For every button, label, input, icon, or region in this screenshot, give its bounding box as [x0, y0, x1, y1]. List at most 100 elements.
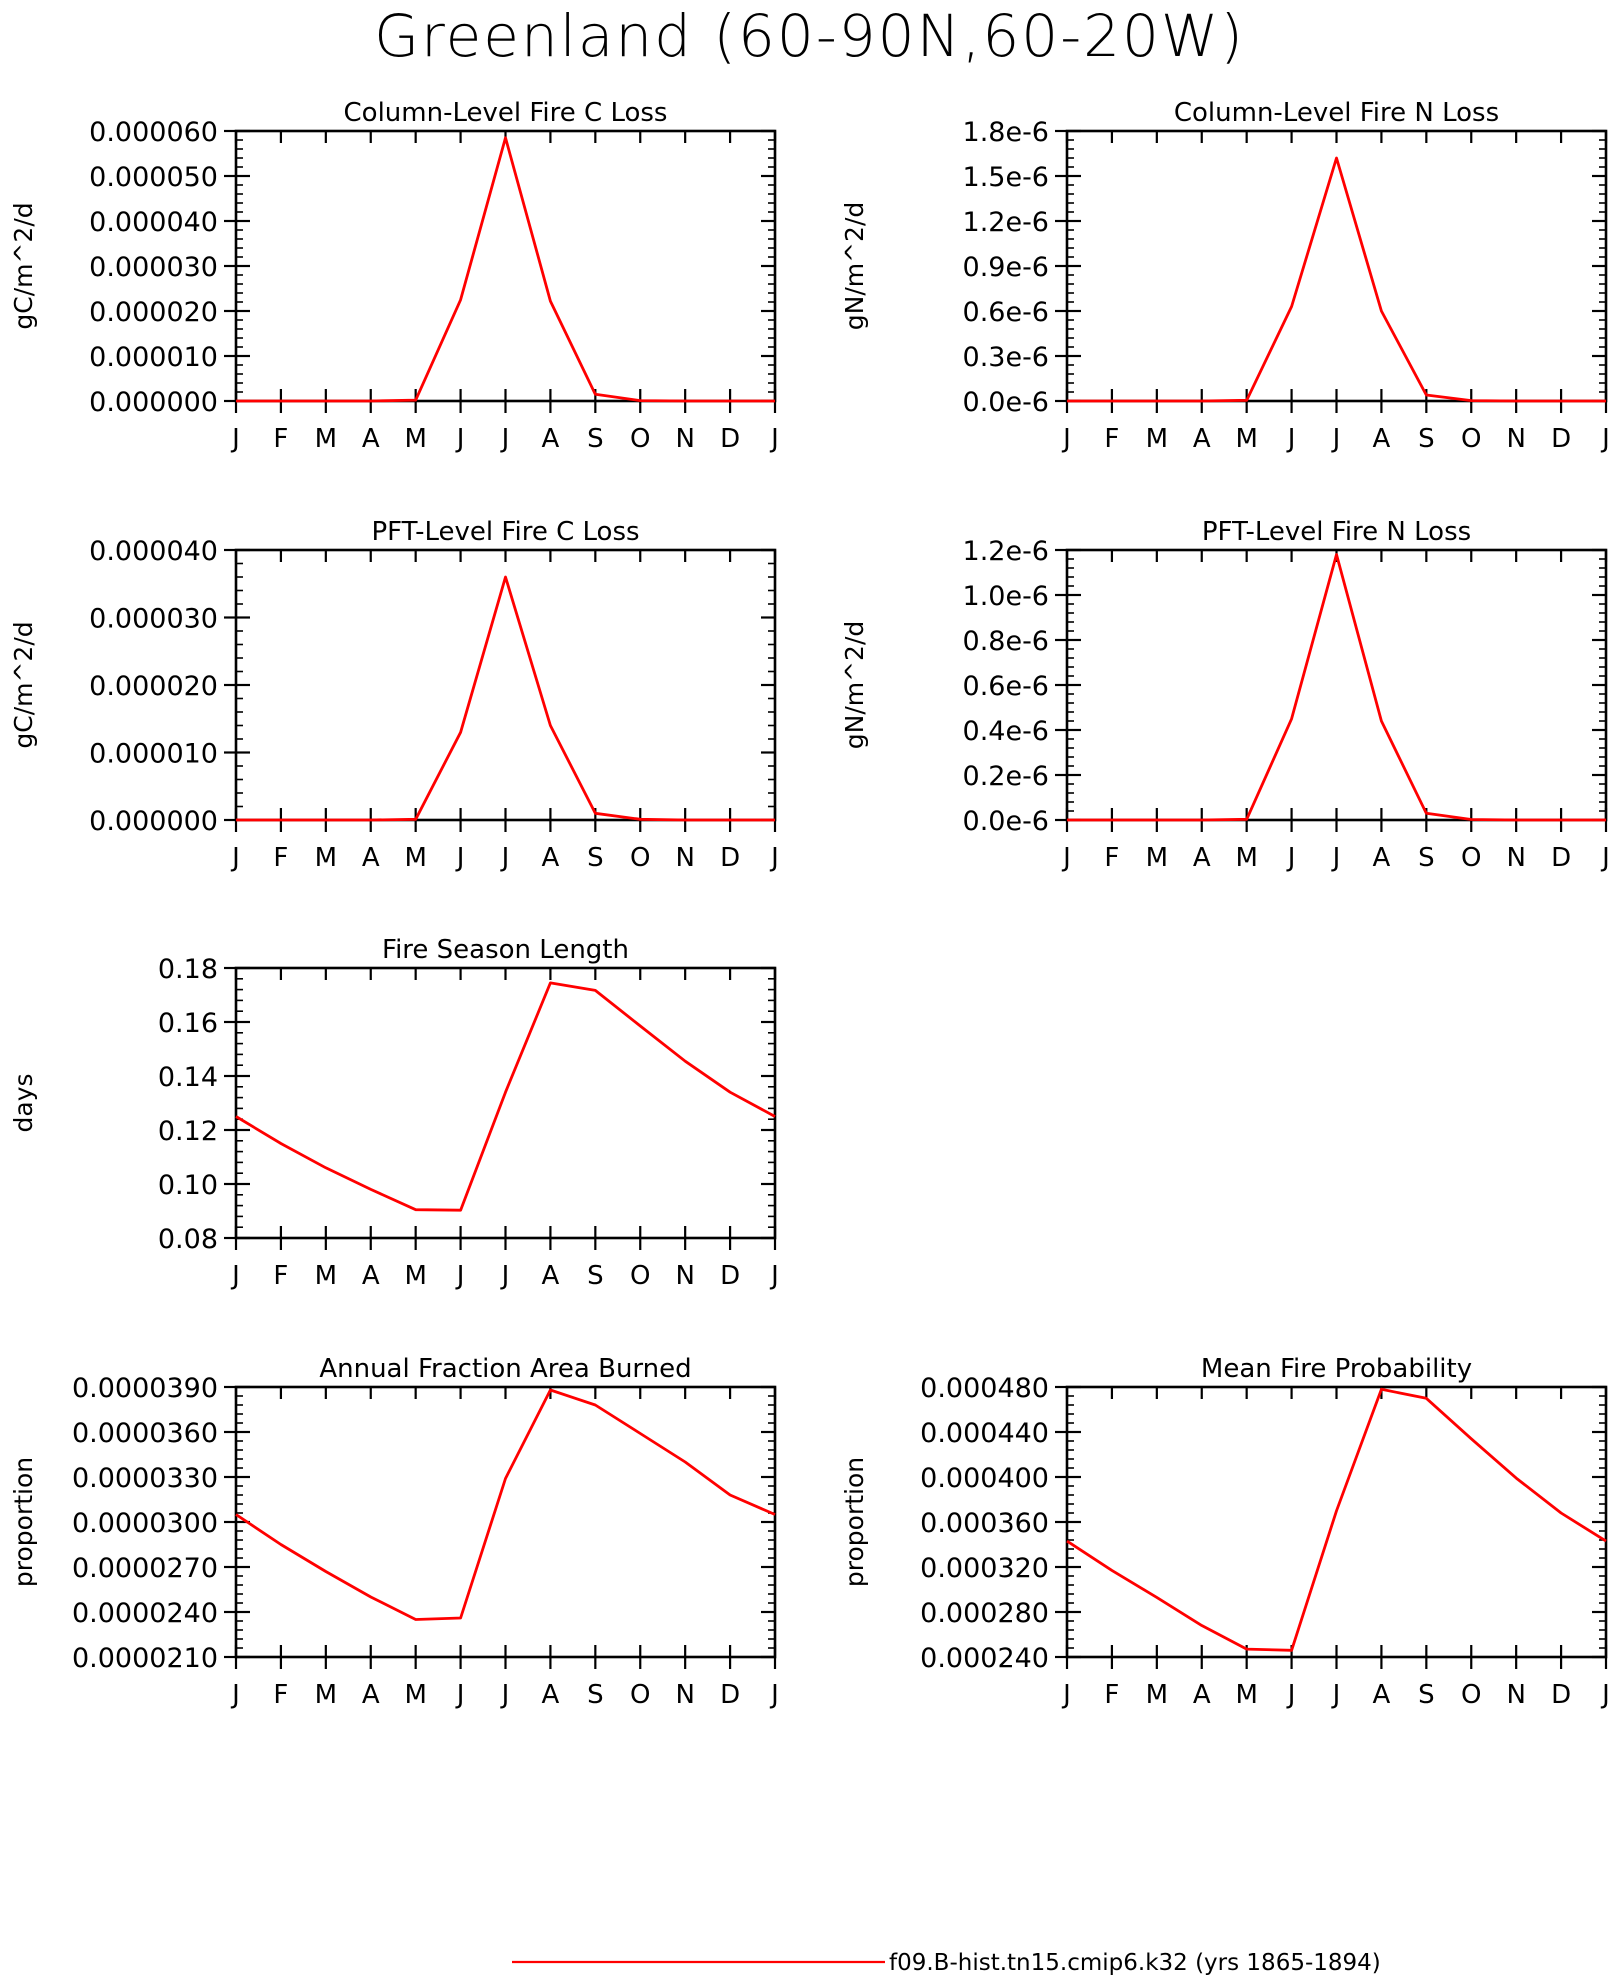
x-tick-label: J	[769, 843, 779, 873]
y-axis-label: gN/m^2/d	[840, 202, 869, 331]
x-tick-label: A	[1373, 1680, 1391, 1710]
y-tick-label: 0.000040	[89, 207, 218, 238]
x-tick-label: M	[315, 843, 337, 873]
x-tick-label: F	[1104, 424, 1119, 454]
y-tick-label: 0.000000	[89, 387, 218, 418]
x-tick-label: J	[455, 1680, 465, 1710]
y-tick-label: 0.0000330	[72, 1463, 218, 1494]
x-tick-label: O	[630, 1680, 650, 1710]
x-tick-label: O	[1461, 1680, 1481, 1710]
x-tick-label: F	[273, 1261, 288, 1291]
x-tick-label: O	[1461, 424, 1481, 454]
plot-frame	[234, 1385, 777, 1659]
x-tick-label: S	[587, 424, 604, 454]
y-tick-label: 0.000060	[89, 117, 218, 148]
x-tick-label: D	[1551, 843, 1571, 873]
x-tick-label: M	[1146, 843, 1168, 873]
y-axis-label: gC/m^2/d	[9, 621, 38, 748]
y-tick-label: 0.12	[158, 1116, 218, 1147]
y-axis-label: days	[9, 1073, 38, 1132]
y-tick-label: 0.0000390	[72, 1373, 218, 1404]
x-tick-label: S	[587, 1680, 604, 1710]
y-axis-label: proportion	[840, 1457, 869, 1587]
y-tick-label: 1.2e-6	[963, 536, 1049, 567]
series-line	[236, 136, 775, 403]
x-tick-label: J	[455, 424, 465, 454]
x-tick-label: D	[1551, 1680, 1571, 1710]
x-tick-label: M	[404, 1680, 426, 1710]
series-line	[236, 575, 775, 822]
y-tick-label: 0.000240	[920, 1643, 1049, 1674]
x-tick-label: J	[1286, 1680, 1296, 1710]
series-line	[1067, 156, 1606, 403]
x-tick-label: N	[1506, 424, 1525, 454]
x-tick-label: M	[404, 424, 426, 454]
x-tick-label: J	[1600, 843, 1610, 873]
x-tick-label: S	[1418, 424, 1435, 454]
x-tick-label: A	[362, 1680, 380, 1710]
x-tick-label: M	[1146, 1680, 1168, 1710]
x-tick-label: J	[769, 1680, 779, 1710]
x-tick-label: A	[362, 843, 380, 873]
y-tick-label: 0.18	[158, 954, 218, 985]
chart-1: Column-Level Fire C Loss gC/m^2/d 0.000000…	[9, 98, 779, 454]
y-tick-label: 0.000020	[89, 297, 218, 328]
plot-frame	[234, 966, 777, 1240]
series-line	[235, 981, 776, 1212]
y-tick-label: 0.2e-6	[963, 761, 1049, 792]
chart-6: Annual Fraction Area Burned proportion 0.0…	[9, 1354, 779, 1710]
x-tick-label: M	[315, 1680, 337, 1710]
x-tick-label: N	[675, 424, 694, 454]
y-tick-label: 0.6e-6	[963, 297, 1049, 328]
x-tick-label: J	[1286, 424, 1296, 454]
x-tick-label: M	[1235, 424, 1257, 454]
x-tick-label: A	[542, 1680, 560, 1710]
y-tick-label: 0.4e-6	[963, 716, 1049, 747]
chart-5: Fire Season Length days 0.08 0.10 0.12 0.14 0.…	[9, 935, 779, 1291]
x-tick-label: M	[404, 1261, 426, 1291]
x-tick-label: A	[362, 1261, 380, 1291]
chart-3: PFT-Level Fire C Loss gC/m^2/d 0.000000 0.0…	[9, 517, 779, 873]
y-tick-label: 0.10	[158, 1170, 218, 1201]
x-tick-label: F	[1104, 1680, 1119, 1710]
y-tick-label: 0.6e-6	[963, 671, 1049, 702]
y-axis-label: gC/m^2/d	[9, 202, 38, 329]
x-tick-label: O	[630, 1261, 650, 1291]
x-tick-label: A	[1193, 424, 1211, 454]
x-tick-label: S	[587, 843, 604, 873]
chart-title: Column-Level Fire C Loss	[344, 98, 668, 128]
x-tick-label: D	[720, 843, 740, 873]
x-tick-label: M	[315, 424, 337, 454]
x-tick-label: J	[230, 843, 240, 873]
y-tick-label: 1.5e-6	[963, 162, 1049, 193]
y-tick-label: 0.000050	[89, 162, 218, 193]
chart-title: Column-Level Fire N Loss	[1174, 98, 1499, 128]
chart-7: Mean Fire Probability proportion 0.000240 0…	[840, 1354, 1610, 1710]
y-tick-label: 0.000480	[920, 1373, 1049, 1404]
chart-title: Annual Fraction Area Burned	[319, 1354, 691, 1384]
plot-frame	[1065, 548, 1608, 822]
y-tick-label: 0.0000270	[72, 1553, 218, 1584]
y-tick-label: 0.0000240	[72, 1598, 218, 1629]
x-tick-label: N	[675, 843, 694, 873]
y-tick-label: 0.14	[158, 1062, 218, 1093]
x-tick-label: N	[675, 1680, 694, 1710]
x-tick-label: N	[1506, 1680, 1525, 1710]
y-tick-label: 0.000040	[89, 536, 218, 567]
x-tick-label: A	[542, 424, 560, 454]
x-tick-label: D	[720, 1261, 740, 1291]
series-line	[1067, 553, 1606, 822]
x-tick-label: J	[1331, 843, 1341, 873]
x-tick-label: J	[230, 1261, 240, 1291]
x-tick-label: A	[542, 843, 560, 873]
x-tick-label: O	[1461, 843, 1481, 873]
y-tick-label: 0.9e-6	[963, 252, 1049, 283]
x-tick-label: J	[230, 424, 240, 454]
x-tick-label: J	[455, 1261, 465, 1291]
x-tick-label: N	[675, 1261, 694, 1291]
y-axis-label: proportion	[9, 1457, 38, 1587]
y-tick-label: 1.0e-6	[963, 581, 1049, 612]
x-tick-label: J	[769, 424, 779, 454]
x-tick-label: F	[273, 843, 288, 873]
